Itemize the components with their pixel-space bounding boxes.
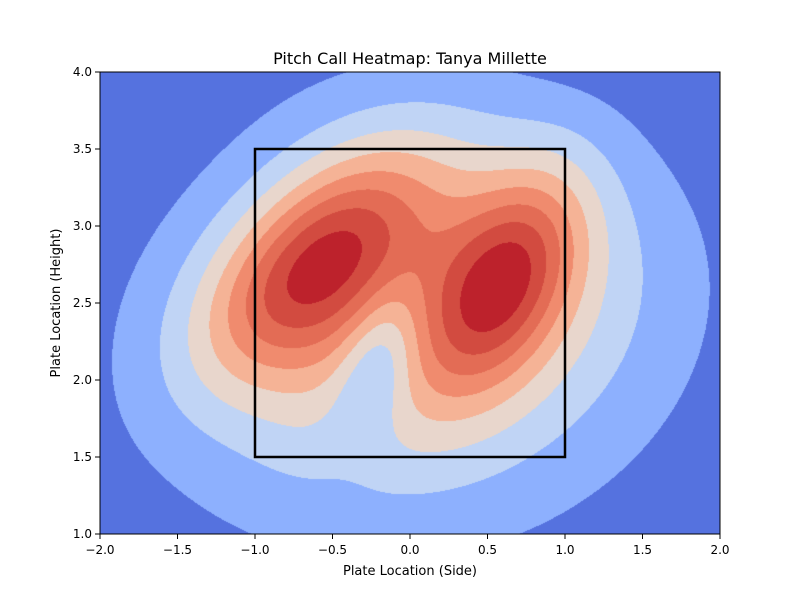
density-contours <box>100 72 720 534</box>
y-tick-label: 1.0 <box>73 527 92 541</box>
y-tick: 3.5 <box>73 142 100 156</box>
y-axis: 1.0 1.5 2.0 2.5 3.0 3.5 4.0 <box>73 65 100 541</box>
y-tick-label: 2.5 <box>73 296 92 310</box>
x-tick: 2.0 <box>710 534 729 557</box>
y-tick-label: 2.0 <box>73 373 92 387</box>
chart-title: Pitch Call Heatmap: Tanya Millette <box>273 49 547 68</box>
x-tick: 1.0 <box>555 534 574 557</box>
y-tick-label: 4.0 <box>73 65 92 79</box>
x-tick-label: 1.5 <box>633 543 652 557</box>
x-tick: −1.0 <box>240 534 269 557</box>
y-tick-label: 3.0 <box>73 219 92 233</box>
x-tick: 0.0 <box>400 534 419 557</box>
x-axis: −2.0 −1.5 −1.0 −0.5 0.0 0.5 1.0 1.5 2.0 <box>85 534 729 557</box>
y-tick-label: 3.5 <box>73 142 92 156</box>
x-tick-label: −1.5 <box>163 543 192 557</box>
x-tick: 1.5 <box>633 534 652 557</box>
x-tick-label: 0.0 <box>400 543 419 557</box>
x-tick-label: 2.0 <box>710 543 729 557</box>
y-tick: 1.0 <box>73 527 100 541</box>
x-tick-label: −1.0 <box>240 543 269 557</box>
x-tick: −1.5 <box>163 534 192 557</box>
plot-area <box>100 72 720 534</box>
x-tick-label: −0.5 <box>318 543 347 557</box>
x-tick: −0.5 <box>318 534 347 557</box>
x-tick: 0.5 <box>478 534 497 557</box>
y-tick: 2.0 <box>73 373 100 387</box>
x-tick-label: 1.0 <box>555 543 574 557</box>
y-tick: 4.0 <box>73 65 100 79</box>
y-tick: 2.5 <box>73 296 100 310</box>
y-tick: 1.5 <box>73 450 100 464</box>
y-axis-label: Plate Location (Height) <box>49 229 64 378</box>
y-tick: 3.0 <box>73 219 100 233</box>
y-tick-label: 1.5 <box>73 450 92 464</box>
x-axis-label: Plate Location (Side) <box>343 564 477 579</box>
x-tick-label: −2.0 <box>85 543 114 557</box>
x-tick-label: 0.5 <box>478 543 497 557</box>
